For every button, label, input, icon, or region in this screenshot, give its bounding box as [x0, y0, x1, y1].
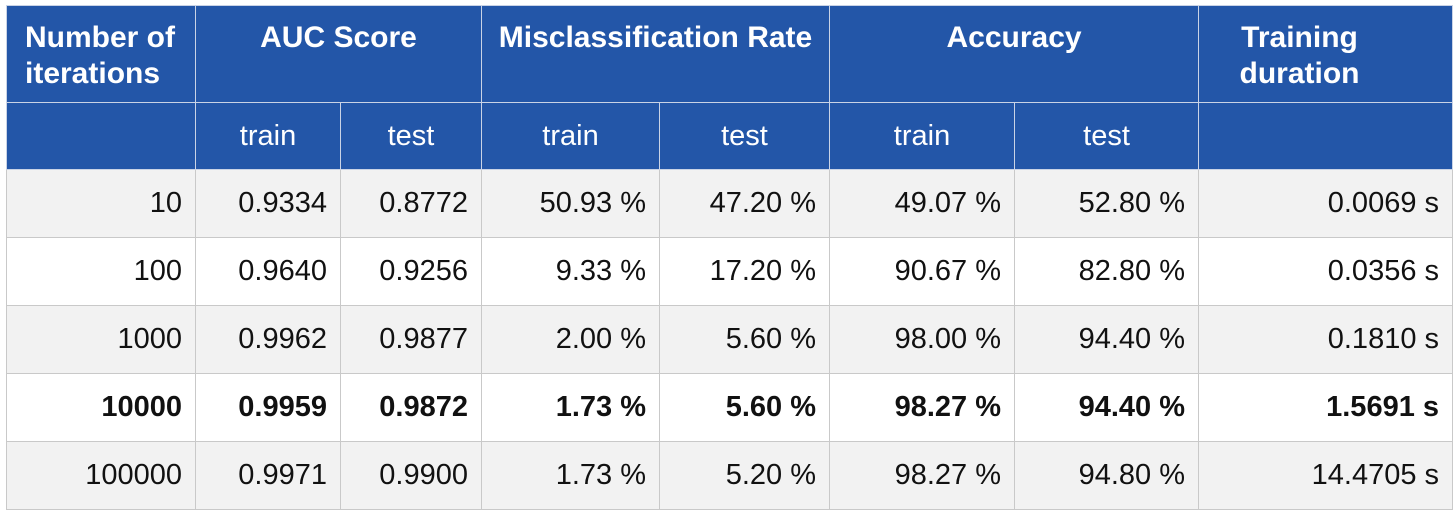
cell-acc-train: 98.00 %: [829, 305, 1016, 374]
table-row: 1000 0.9962 0.9877 2.00 % 5.60 % 98.00 %…: [6, 305, 1454, 374]
subheader-empty: [6, 102, 196, 170]
cell-iterations: 100: [6, 237, 196, 306]
cell-auc-test: 0.9877: [340, 305, 482, 374]
header-auc-score: AUC Score: [195, 5, 482, 103]
subheader-mis-test: test: [658, 102, 831, 170]
cell-mis-test: 17.20 %: [658, 237, 831, 306]
results-table-wrapper: Number of iterations AUC Score Misclassi…: [6, 5, 1454, 510]
cell-auc-test: 0.9872: [340, 373, 482, 442]
cell-acc-train: 98.27 %: [829, 373, 1016, 442]
cell-acc-train: 98.27 %: [829, 441, 1016, 510]
cell-acc-test: 94.40 %: [1014, 373, 1200, 442]
cell-auc-train: 0.9962: [195, 305, 341, 374]
cell-auc-train: 0.9959: [195, 373, 341, 442]
header-accuracy: Accuracy: [829, 5, 1200, 103]
cell-auc-train: 0.9334: [195, 169, 341, 238]
subheader-mis-train: train: [481, 102, 660, 170]
subheader-acc-test: test: [1014, 102, 1200, 170]
results-table: Number of iterations AUC Score Misclassi…: [6, 5, 1454, 510]
cell-mis-train: 9.33 %: [481, 237, 660, 306]
cell-iterations: 100000: [6, 441, 196, 510]
cell-acc-train: 90.67 %: [829, 237, 1016, 306]
cell-iterations: 1000: [6, 305, 196, 374]
cell-duration: 1.5691 s: [1198, 373, 1454, 442]
cell-acc-train: 49.07 %: [829, 169, 1016, 238]
cell-mis-test: 5.60 %: [658, 373, 831, 442]
cell-duration: 14.4705 s: [1198, 441, 1454, 510]
cell-auc-train: 0.9640: [195, 237, 341, 306]
cell-acc-test: 94.40 %: [1014, 305, 1200, 374]
cell-mis-train: 1.73 %: [481, 441, 660, 510]
cell-acc-test: 94.80 %: [1014, 441, 1200, 510]
header-training-duration: Training duration: [1198, 5, 1454, 103]
subheader-auc-test: test: [340, 102, 482, 170]
cell-duration: 0.0356 s: [1198, 237, 1454, 306]
table-header: Number of iterations AUC Score Misclassi…: [6, 5, 1454, 170]
subheader-acc-train: train: [829, 102, 1016, 170]
header-row-main: Number of iterations AUC Score Misclassi…: [6, 5, 1454, 103]
table-row-highlighted: 10000 0.9959 0.9872 1.73 % 5.60 % 98.27 …: [6, 373, 1454, 442]
cell-auc-test: 0.9256: [340, 237, 482, 306]
cell-iterations: 10: [6, 169, 196, 238]
cell-acc-test: 52.80 %: [1014, 169, 1200, 238]
cell-auc-train: 0.9971: [195, 441, 341, 510]
cell-duration: 0.0069 s: [1198, 169, 1454, 238]
cell-iterations: 10000: [6, 373, 196, 442]
cell-auc-test: 0.9900: [340, 441, 482, 510]
cell-duration: 0.1810 s: [1198, 305, 1454, 374]
cell-mis-test: 5.20 %: [658, 441, 831, 510]
table-body: 10 0.9334 0.8772 50.93 % 47.20 % 49.07 %…: [6, 169, 1454, 510]
subheader-auc-train: train: [195, 102, 341, 170]
table-row: 100000 0.9971 0.9900 1.73 % 5.20 % 98.27…: [6, 441, 1454, 510]
table-row: 10 0.9334 0.8772 50.93 % 47.20 % 49.07 %…: [6, 169, 1454, 238]
cell-mis-train: 50.93 %: [481, 169, 660, 238]
table-row: 100 0.9640 0.9256 9.33 % 17.20 % 90.67 %…: [6, 237, 1454, 306]
cell-mis-test: 47.20 %: [658, 169, 831, 238]
header-misclassification-rate: Misclassification Rate: [480, 5, 831, 103]
header-iterations: Number of iterations: [6, 5, 196, 103]
subheader-empty-duration: [1198, 102, 1454, 170]
cell-auc-test: 0.8772: [340, 169, 482, 238]
cell-mis-train: 2.00 %: [481, 305, 660, 374]
cell-acc-test: 82.80 %: [1014, 237, 1200, 306]
cell-mis-train: 1.73 %: [481, 373, 660, 442]
header-row-sub: train test train test train test: [6, 102, 1454, 170]
cell-mis-test: 5.60 %: [658, 305, 831, 374]
